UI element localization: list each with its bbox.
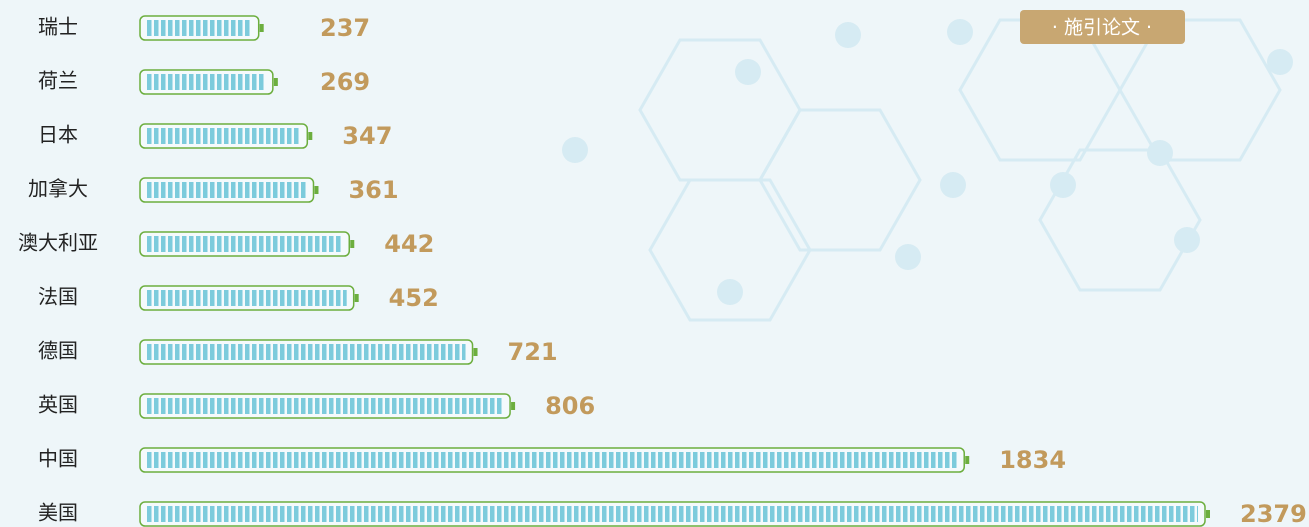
category-label: 美国 (38, 501, 78, 525)
bar-cap (260, 24, 264, 32)
bar (145, 20, 252, 36)
category-label: 德国 (38, 339, 78, 363)
category-label: 中国 (38, 447, 78, 471)
bar-cap (274, 78, 278, 86)
bar (145, 506, 1198, 522)
bar-cap (1206, 510, 1210, 518)
bar-cap (308, 132, 312, 140)
category-label: 澳大利亚 (18, 231, 98, 255)
value-label: 721 (508, 338, 558, 366)
bar (145, 452, 957, 468)
bar (145, 74, 266, 90)
background-decoration (562, 19, 1293, 320)
value-label: 442 (384, 230, 434, 258)
bar (145, 236, 342, 252)
category-label: 加拿大 (28, 177, 88, 201)
value-label: 347 (342, 122, 392, 150)
category-label: 瑞士 (38, 15, 78, 39)
value-label: 452 (389, 284, 439, 312)
bar (145, 290, 347, 306)
value-label: 237 (320, 14, 370, 42)
bar-cap (511, 402, 515, 410)
bar (145, 398, 503, 414)
value-label: 2379 (1240, 500, 1307, 527)
category-label: 日本 (38, 123, 78, 147)
category-label: 法国 (38, 285, 78, 309)
bar (145, 344, 466, 360)
chart: · 施引论文 · 瑞士 237 荷兰 269 日本 347 加拿大 361 澳大利亚 442 法国 4… (0, 0, 1309, 527)
bar-cap (474, 348, 478, 356)
category-label: 英国 (38, 393, 78, 417)
legend-label: · 施引论文 · (1052, 17, 1152, 39)
bar (145, 182, 306, 198)
value-label: 806 (545, 392, 595, 420)
bar (145, 128, 300, 144)
bar-cap (314, 186, 318, 194)
category-label: 荷兰 (38, 69, 78, 93)
bar-cap (965, 456, 969, 464)
legend: · 施引论文 · (1020, 10, 1185, 44)
value-label: 361 (348, 176, 398, 204)
value-label: 1834 (999, 446, 1066, 474)
value-label: 269 (320, 68, 370, 96)
bar-cap (350, 240, 354, 248)
bar-cap (355, 294, 359, 302)
